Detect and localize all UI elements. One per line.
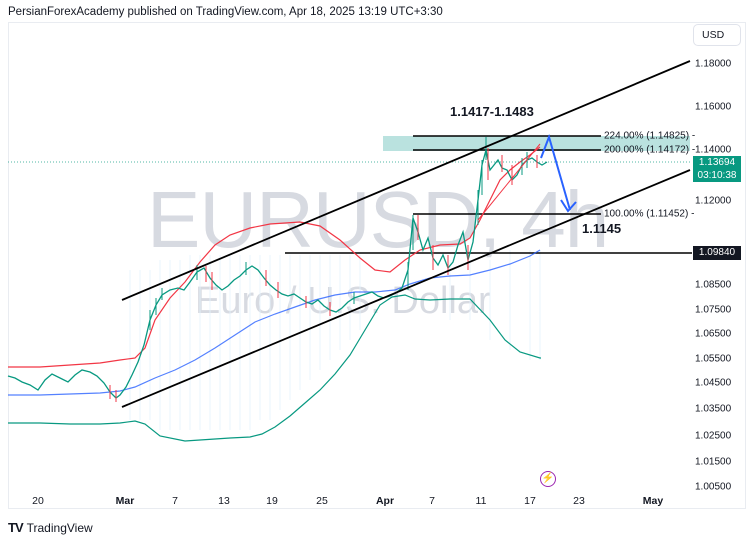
- price-tick: 1.04500: [695, 377, 732, 389]
- price-tick: 1.18000: [695, 58, 732, 70]
- symbol-description-watermark: Euro / U.S. Dollar: [195, 280, 491, 322]
- support-level-tag: 1.09840: [693, 246, 741, 260]
- price-tick: 1.05500: [695, 353, 732, 365]
- time-tick: 20: [32, 495, 44, 507]
- price-tick: 1.01500: [695, 456, 732, 468]
- current-price-value: 1.13694: [698, 157, 736, 168]
- lightning-event-icon[interactable]: ⚡: [540, 471, 556, 487]
- bollinger-upper-band: [8, 146, 541, 368]
- bollinger-basis: [8, 249, 541, 396]
- tradingview-logo-icon: TV: [8, 520, 24, 535]
- time-tick: 11: [475, 495, 487, 507]
- price-tick: 1.07500: [695, 304, 732, 316]
- footer-brand[interactable]: TV TradingView: [8, 520, 93, 535]
- fib-100-label: 100.00% (1.11452) -: [604, 208, 695, 220]
- brand-name: TradingView: [26, 520, 93, 535]
- price-tick: 1.14000: [695, 144, 732, 156]
- price-tick: 1.16000: [695, 101, 732, 113]
- time-tick: 7: [172, 495, 178, 507]
- projection-arrowhead-icon: [560, 199, 577, 213]
- price-tick: 1.08500: [695, 279, 732, 291]
- time-tick: May: [642, 495, 664, 507]
- currency-button[interactable]: USD: [693, 24, 741, 46]
- current-price-tag: 1.13694 03:10:38: [693, 156, 741, 182]
- time-tick: 7: [429, 495, 435, 507]
- channel-upper-line: [121, 60, 691, 301]
- zone-range-label: 1.1417-1.1483: [450, 104, 534, 119]
- price-candles: [7, 137, 548, 402]
- time-tick: 13: [218, 495, 230, 507]
- chart-frame: [8, 22, 746, 509]
- target-label: 1.1145: [582, 221, 622, 236]
- time-tick: Apr: [375, 495, 395, 507]
- price-tick: 1.02500: [695, 430, 732, 442]
- time-tick: 25: [316, 495, 328, 507]
- projection-path: [540, 133, 571, 211]
- fib-200-label: 200.00% (1.14172) -: [604, 144, 696, 156]
- fib-224-label: 224.00% (1.14825) -: [604, 130, 696, 142]
- background-stripes: [129, 250, 541, 430]
- bar-countdown: 03:10:38: [697, 170, 737, 181]
- supply-zone: [383, 136, 690, 151]
- price-tick: 1.12000: [695, 195, 732, 207]
- bollinger-lower-band: [8, 294, 541, 442]
- short-ma-line: [477, 143, 541, 221]
- time-tick: Mar: [115, 495, 135, 507]
- time-tick: 17: [524, 495, 536, 507]
- channel-lower-line: [121, 169, 691, 408]
- time-tick: 23: [573, 495, 585, 507]
- price-tick: 1.06500: [695, 328, 732, 340]
- time-tick: 19: [266, 495, 278, 507]
- price-tick: 1.00500: [695, 481, 732, 493]
- price-tick: 1.03500: [695, 403, 732, 415]
- publish-info: PersianForexAcademy published on Trading…: [8, 6, 443, 18]
